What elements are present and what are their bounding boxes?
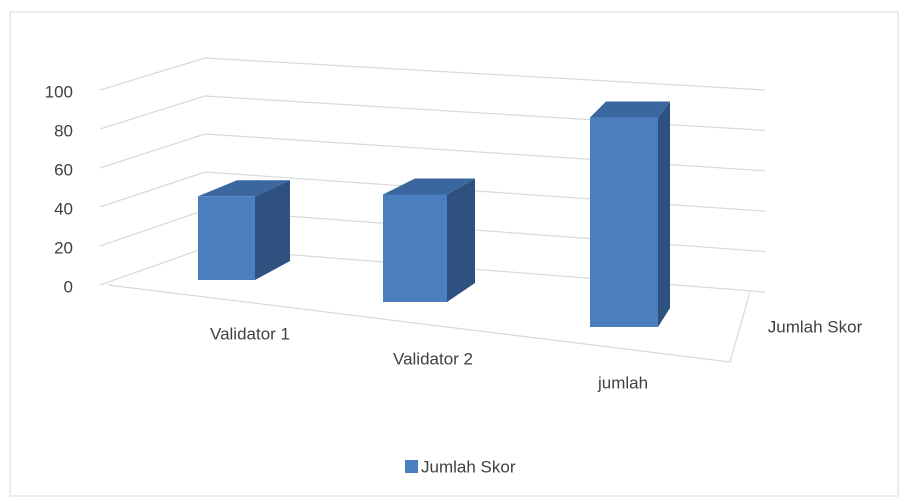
bar-top [383, 178, 475, 195]
y-tick-label: 0 [64, 277, 73, 296]
bar-side [255, 180, 290, 280]
bar-top [198, 180, 290, 197]
y-tick-label: 40 [54, 199, 73, 218]
bar-side [658, 101, 670, 327]
y-tick-label: 20 [54, 238, 73, 257]
legend-swatch [405, 460, 418, 473]
floor-edge [107, 284, 751, 363]
y-tick-label: 80 [54, 121, 73, 140]
depth-axis-label: Jumlah Skor [768, 317, 863, 336]
grid-line [99, 171, 766, 212]
x-tick-label: jumlah [597, 373, 648, 392]
y-tick-label: 100 [45, 82, 73, 101]
grid-line [99, 57, 766, 91]
grid-line [99, 133, 766, 172]
x-tick-label: Validator 1 [210, 324, 290, 343]
bar [590, 117, 658, 327]
bar [383, 194, 447, 302]
bar [198, 196, 255, 280]
y-tick-label: 60 [54, 160, 73, 179]
bar-top [590, 101, 670, 118]
legend-label: Jumlah Skor [421, 457, 516, 476]
grid-line [99, 95, 766, 131]
x-tick-label: Validator 2 [393, 349, 473, 368]
bar-side [447, 178, 475, 302]
